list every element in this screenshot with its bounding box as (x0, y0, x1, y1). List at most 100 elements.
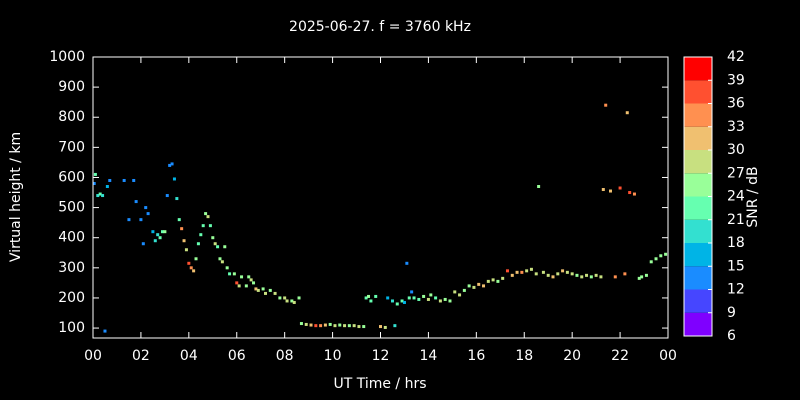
point (213, 242, 217, 246)
colorbar-tick-label: 39 (727, 72, 745, 88)
point (314, 324, 318, 328)
point (422, 294, 426, 298)
point (637, 276, 641, 280)
point (589, 275, 593, 279)
point (187, 261, 191, 265)
point (575, 273, 579, 277)
point (249, 278, 253, 282)
point (297, 296, 301, 300)
point (529, 267, 533, 271)
point (192, 269, 196, 273)
point (285, 299, 289, 303)
point (347, 324, 351, 328)
point (218, 257, 222, 261)
point (632, 192, 636, 196)
point (556, 272, 560, 276)
y-tick-label: 400 (58, 230, 85, 246)
point (609, 189, 612, 193)
point (141, 242, 145, 246)
plot-frame (92, 56, 669, 339)
y-tick-label: 700 (58, 139, 85, 155)
point (534, 272, 538, 276)
point (628, 191, 632, 195)
point (505, 269, 509, 273)
y-tick-label: 500 (58, 200, 85, 216)
colorbar-band (684, 196, 712, 220)
point (379, 325, 382, 329)
point (640, 275, 644, 279)
point (338, 323, 342, 327)
point (410, 290, 414, 294)
point (654, 257, 658, 261)
point (151, 230, 155, 234)
point (163, 230, 167, 234)
colorbar-band (684, 173, 712, 197)
point (132, 178, 136, 182)
x-tick-label: 20 (563, 348, 581, 364)
point (96, 194, 100, 198)
point (429, 293, 433, 297)
point (146, 212, 150, 216)
point (362, 325, 366, 329)
point (400, 299, 404, 303)
point (491, 278, 495, 282)
x-axis-label: UT Time / hrs (333, 376, 426, 392)
point (407, 296, 411, 300)
colorbar-band (684, 289, 712, 313)
colorbar-tick-label: 9 (727, 305, 736, 321)
point (92, 181, 96, 185)
point (165, 194, 169, 198)
point (367, 294, 371, 298)
point (613, 275, 617, 279)
point (604, 103, 608, 107)
point (333, 324, 337, 328)
point (393, 324, 397, 328)
y-tick-label: 200 (58, 290, 85, 306)
point (196, 242, 200, 246)
point (486, 279, 490, 283)
point (122, 178, 126, 182)
point (105, 185, 109, 189)
y-tick-label: 800 (58, 109, 85, 125)
point (565, 270, 569, 274)
point (309, 323, 313, 327)
point (343, 324, 347, 328)
point (580, 275, 584, 279)
point (601, 188, 605, 192)
point (144, 206, 148, 210)
point (290, 299, 294, 303)
point (386, 296, 390, 300)
colorbar-tick-label: 12 (727, 282, 745, 298)
point (158, 236, 162, 240)
point (525, 269, 529, 273)
point (374, 294, 378, 298)
point (98, 192, 102, 196)
point (156, 233, 160, 237)
point (537, 185, 541, 189)
point (434, 296, 438, 300)
point (599, 275, 603, 279)
colorbar-band (684, 80, 712, 104)
point (211, 236, 215, 240)
point (515, 270, 519, 274)
x-tick-label: 00 (659, 348, 677, 364)
point (328, 322, 332, 326)
x-tick-label: 16 (467, 348, 485, 364)
point (323, 323, 327, 327)
point (570, 272, 574, 276)
x-tick-label: 14 (420, 348, 438, 364)
colorbar-tick-label: 42 (727, 49, 745, 65)
point (472, 285, 476, 289)
point (206, 215, 210, 219)
colorbar-tick-label: 24 (727, 189, 745, 205)
point (364, 296, 368, 300)
point (520, 270, 524, 274)
point (139, 218, 143, 222)
point (199, 233, 203, 237)
point (194, 257, 198, 261)
point (103, 329, 107, 333)
colorbar-tick-label: 18 (727, 235, 745, 251)
point (292, 300, 296, 304)
point (235, 281, 239, 285)
point (458, 293, 462, 297)
